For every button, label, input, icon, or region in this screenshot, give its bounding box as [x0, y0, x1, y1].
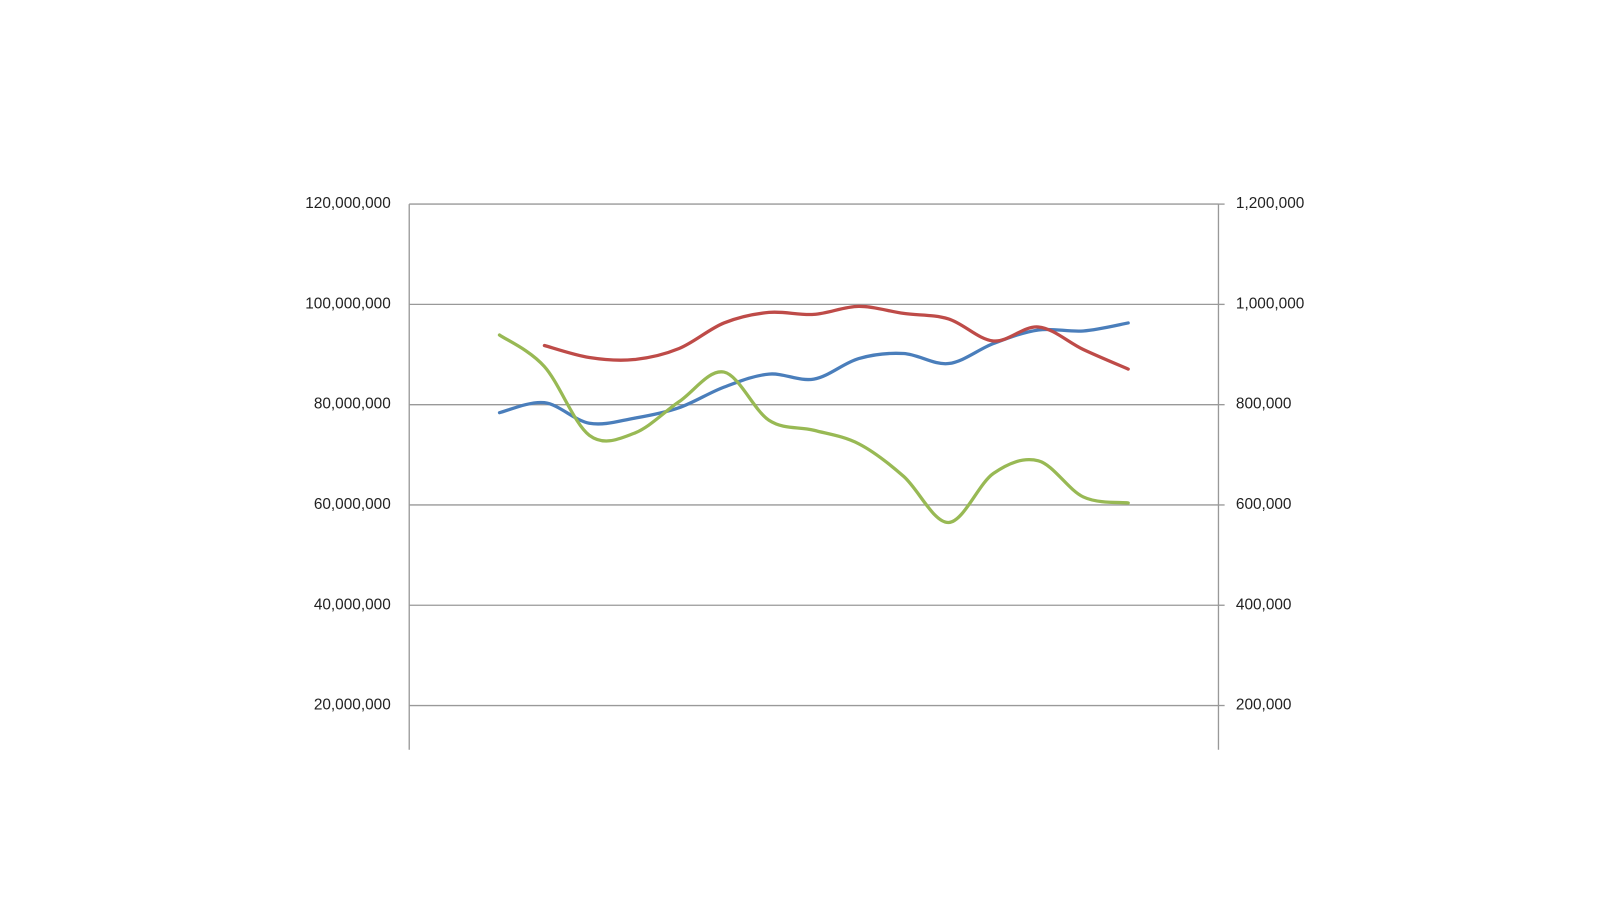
series-line [542, 304, 1130, 371]
y-tick-label: 120,000,000 [305, 195, 391, 212]
series-line [497, 333, 1130, 525]
y2-tick-label: 600,000 [1236, 496, 1292, 513]
y-tick-label: 60,000,000 [314, 496, 391, 513]
y2-tick-label: 800,000 [1236, 396, 1292, 413]
y2-tick-label: 200,000 [1236, 697, 1292, 714]
y2-tick-label: 1,000,000 [1236, 295, 1304, 312]
y2-tick-label: 1,200,000 [1236, 195, 1304, 212]
y2-tick-label: 400,000 [1236, 596, 1292, 613]
y-tick-label: 40,000,000 [314, 596, 391, 613]
series-line [497, 321, 1130, 426]
y-tick-label: 100,000,000 [305, 295, 391, 312]
y-tick-label: 80,000,000 [314, 396, 391, 413]
y-tick-label: 20,000,000 [314, 697, 391, 714]
